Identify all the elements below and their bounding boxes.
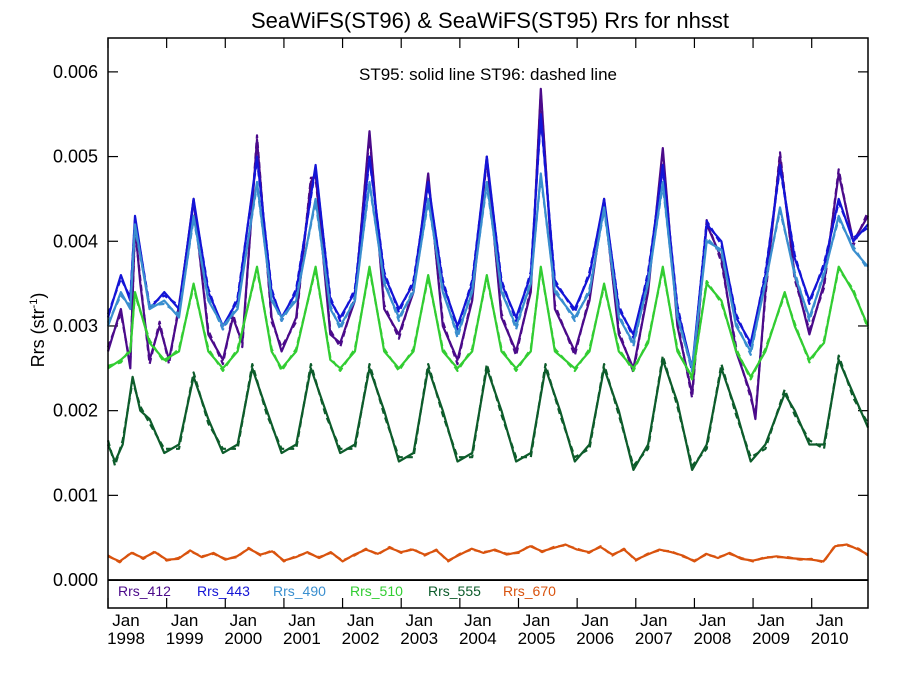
x-tick-month-label: Jan bbox=[640, 611, 667, 630]
plot-frame bbox=[107, 37, 869, 609]
x-tick-month-label: Jan bbox=[699, 611, 726, 630]
x-tick-year-label: 1999 bbox=[166, 629, 204, 648]
y-axis-label: Rrs (str-1) bbox=[28, 293, 48, 368]
x-tick-year-label: 2004 bbox=[459, 629, 497, 648]
x-tick-year-label: 2000 bbox=[224, 629, 262, 648]
x-tick-year-label: 2008 bbox=[694, 629, 732, 648]
y-tick-label: 0.003 bbox=[53, 316, 98, 336]
series-rrs-412-st95-line bbox=[106, 87, 869, 421]
x-tick-month-label: Jan bbox=[581, 611, 608, 630]
legend-label-rrs-670: Rrs_670 bbox=[503, 583, 556, 599]
legend-label-rrs-490: Rrs_490 bbox=[273, 583, 326, 599]
series-rrs-670-st95-line bbox=[107, 543, 869, 563]
x-tick-month-label: Jan bbox=[405, 611, 432, 630]
line-style-note: ST95: solid line ST96: dashed line bbox=[359, 65, 617, 84]
x-tick-month-label: Jan bbox=[112, 611, 139, 630]
y-axis-label-close: ) bbox=[28, 293, 48, 299]
x-tick-year-label: 2003 bbox=[400, 629, 438, 648]
x-tick-month-label: Jan bbox=[347, 611, 374, 630]
x-tick-month-label: Jan bbox=[171, 611, 198, 630]
x-tick-month-label: Jan bbox=[816, 611, 843, 630]
x-tick-month-label: Jan bbox=[288, 611, 315, 630]
series-rrs-555-st95-line bbox=[106, 358, 870, 471]
legend: Rrs_412 Rrs_443 Rrs_490 Rrs_510 Rrs_555 Rrs_6… bbox=[118, 583, 556, 599]
series-rrs-490-st96-line bbox=[107, 175, 869, 373]
axis-ticks: 0.0000.0010.0020.0030.0040.0050.006Jan19… bbox=[53, 38, 868, 648]
legend-label-rrs-443: Rrs_443 bbox=[197, 583, 250, 599]
x-tick-year-label: 2005 bbox=[518, 629, 556, 648]
y-axis-label-superscript: -1 bbox=[28, 299, 40, 309]
x-tick-month-label: Jan bbox=[464, 611, 491, 630]
series-lines bbox=[106, 87, 870, 564]
chart-title: SeaWiFS(ST96) & SeaWiFS(ST95) Rrs for nh… bbox=[251, 8, 729, 33]
y-axis-label-main: Rrs (str bbox=[28, 308, 48, 367]
y-tick-label: 0.002 bbox=[53, 401, 98, 421]
legend-label-rrs-510: Rrs_510 bbox=[350, 583, 403, 599]
y-tick-label: 0.000 bbox=[53, 570, 98, 590]
x-tick-year-label: 2007 bbox=[635, 629, 673, 648]
series-rrs-555-st96-line bbox=[106, 354, 869, 467]
series-rrs-443-st95-line bbox=[106, 113, 869, 370]
legend-label-rrs-412: Rrs_412 bbox=[118, 583, 171, 599]
series-rrs-490-st95-line bbox=[106, 172, 869, 370]
x-tick-year-label: 2006 bbox=[576, 629, 614, 648]
y-tick-label: 0.006 bbox=[53, 62, 98, 82]
x-tick-year-label: 1998 bbox=[107, 629, 145, 648]
x-tick-year-label: 2009 bbox=[752, 629, 790, 648]
x-tick-month-label: Jan bbox=[230, 611, 257, 630]
y-tick-label: 0.004 bbox=[53, 231, 98, 251]
y-tick-label: 0.001 bbox=[53, 485, 98, 505]
x-tick-year-label: 2002 bbox=[342, 629, 380, 648]
x-tick-month-label: Jan bbox=[523, 611, 550, 630]
series-rrs-510-st95-line bbox=[107, 265, 870, 378]
y-tick-label: 0.005 bbox=[53, 147, 98, 167]
x-tick-year-label: 2010 bbox=[811, 629, 849, 648]
x-tick-year-label: 2001 bbox=[283, 629, 321, 648]
legend-label-rrs-555: Rrs_555 bbox=[428, 583, 481, 599]
x-tick-month-label: Jan bbox=[757, 611, 784, 630]
